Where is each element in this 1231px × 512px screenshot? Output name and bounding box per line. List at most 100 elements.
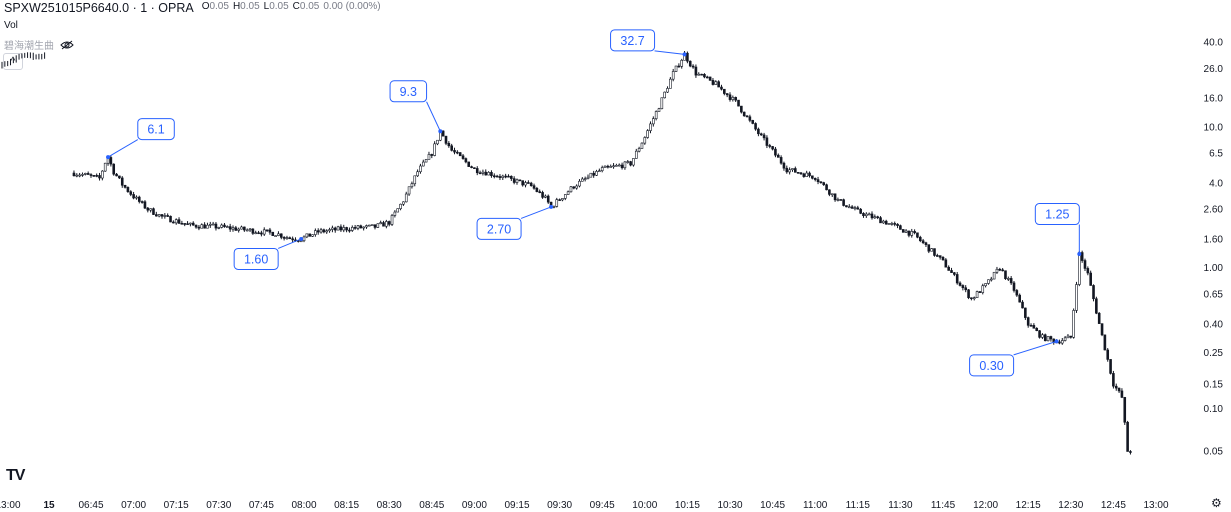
candle xyxy=(419,163,422,174)
candle xyxy=(632,158,635,167)
x-tick-label: 15 xyxy=(43,500,55,511)
change-value: 0.00 (0.00%) xyxy=(323,1,381,12)
y-tick-label: 16.0 xyxy=(1204,94,1224,105)
candle xyxy=(333,226,337,233)
candle xyxy=(700,73,703,76)
candle xyxy=(407,186,411,196)
candle xyxy=(626,159,630,164)
candle xyxy=(989,276,993,282)
candle xyxy=(788,167,791,175)
candle xyxy=(95,173,98,178)
candle xyxy=(620,162,624,170)
candle xyxy=(234,225,238,231)
candle xyxy=(629,160,632,167)
candle xyxy=(487,171,490,176)
candle xyxy=(1043,333,1047,342)
candle xyxy=(600,165,604,173)
annotations-layer: 6.1 1.60 9.3 2.70 32.7 1.25 0.30 xyxy=(106,29,1082,377)
candle xyxy=(359,224,363,229)
candle xyxy=(89,173,93,178)
candle xyxy=(1029,323,1033,327)
candle xyxy=(865,212,868,218)
candle xyxy=(231,225,235,232)
chart-legend-header: SPXW251015P6640.0 · 1 · OPRA O 0.05 H 0.05… xyxy=(4,1,381,15)
price-annotation[interactable]: 2.70 xyxy=(476,204,554,240)
candle xyxy=(583,176,587,182)
candle xyxy=(421,159,425,167)
candle xyxy=(302,235,306,243)
volume-label[interactable]: Vol xyxy=(4,20,18,31)
candle xyxy=(137,195,141,204)
candle xyxy=(938,255,942,260)
candle xyxy=(839,199,843,201)
candle xyxy=(353,224,357,230)
candle xyxy=(362,226,365,231)
candle xyxy=(657,107,661,112)
candle xyxy=(342,224,346,233)
settings-gear-icon[interactable]: ⚙ xyxy=(1211,496,1222,510)
candle xyxy=(785,165,789,174)
candle xyxy=(379,220,382,225)
price-annotation[interactable]: 0.30 xyxy=(969,339,1059,377)
candle xyxy=(916,232,919,239)
price-annotation[interactable]: 9.3 xyxy=(389,80,443,134)
candle xyxy=(918,235,922,243)
candle xyxy=(399,203,402,211)
candle xyxy=(680,58,684,69)
x-tick-label: 08:15 xyxy=(334,500,359,511)
candle xyxy=(566,190,570,195)
price-annotation[interactable]: 32.7 xyxy=(610,29,687,57)
candle xyxy=(1001,268,1004,272)
y-tick-label: 2.60 xyxy=(1204,205,1224,216)
candle xyxy=(862,212,865,218)
candle xyxy=(186,221,189,225)
candle xyxy=(941,256,945,261)
candle xyxy=(430,153,434,159)
candle xyxy=(214,222,218,231)
price-annotation[interactable]: 1.25 xyxy=(1034,203,1082,257)
tradingview-logo[interactable]: TV xyxy=(6,467,25,484)
candle xyxy=(924,241,928,247)
candles-layer xyxy=(1,51,1132,455)
price-annotation[interactable]: 1.60 xyxy=(233,236,304,270)
hide-eye-icon[interactable] xyxy=(60,40,74,50)
candle xyxy=(518,179,522,182)
candle xyxy=(109,155,113,167)
candle xyxy=(271,231,275,236)
candle xyxy=(987,279,990,285)
x-tick-label: 07:45 xyxy=(249,500,274,511)
candle xyxy=(172,220,175,224)
price-annotation[interactable]: 6.1 xyxy=(106,118,175,160)
candle xyxy=(473,167,476,169)
candle xyxy=(575,184,578,190)
candle xyxy=(1060,337,1064,345)
candle xyxy=(740,105,743,114)
candle xyxy=(461,154,465,160)
y-tick-label: 0.25 xyxy=(1204,348,1224,359)
symbol-title[interactable]: SPXW251015P6640.0 · 1 · OPRA xyxy=(4,1,194,15)
time-axis: 13:00 15 06:45 07:00 07:15 07:30 07:45 08:00 08:… xyxy=(0,500,1169,511)
candle xyxy=(123,184,127,189)
candle xyxy=(958,281,962,287)
candle xyxy=(197,225,201,231)
candle xyxy=(393,210,397,218)
open-label: O xyxy=(201,1,210,12)
indicator-legend[interactable]: 碧海潮生曲 xyxy=(4,37,74,52)
candle xyxy=(1041,333,1044,340)
candle xyxy=(677,63,681,68)
candle xyxy=(961,284,965,291)
candle xyxy=(1129,450,1132,455)
candle xyxy=(669,77,672,89)
y-tick-label: 26.0 xyxy=(1204,64,1224,75)
candle xyxy=(126,186,130,193)
candle xyxy=(808,171,811,178)
annotation-label: 1.60 xyxy=(244,252,268,266)
candle xyxy=(995,266,999,274)
y-tick-label: 10.0 xyxy=(1204,122,1224,133)
candle xyxy=(933,248,936,257)
candle xyxy=(901,229,905,233)
candle xyxy=(441,130,445,137)
candle xyxy=(132,191,135,200)
candle xyxy=(757,127,760,137)
